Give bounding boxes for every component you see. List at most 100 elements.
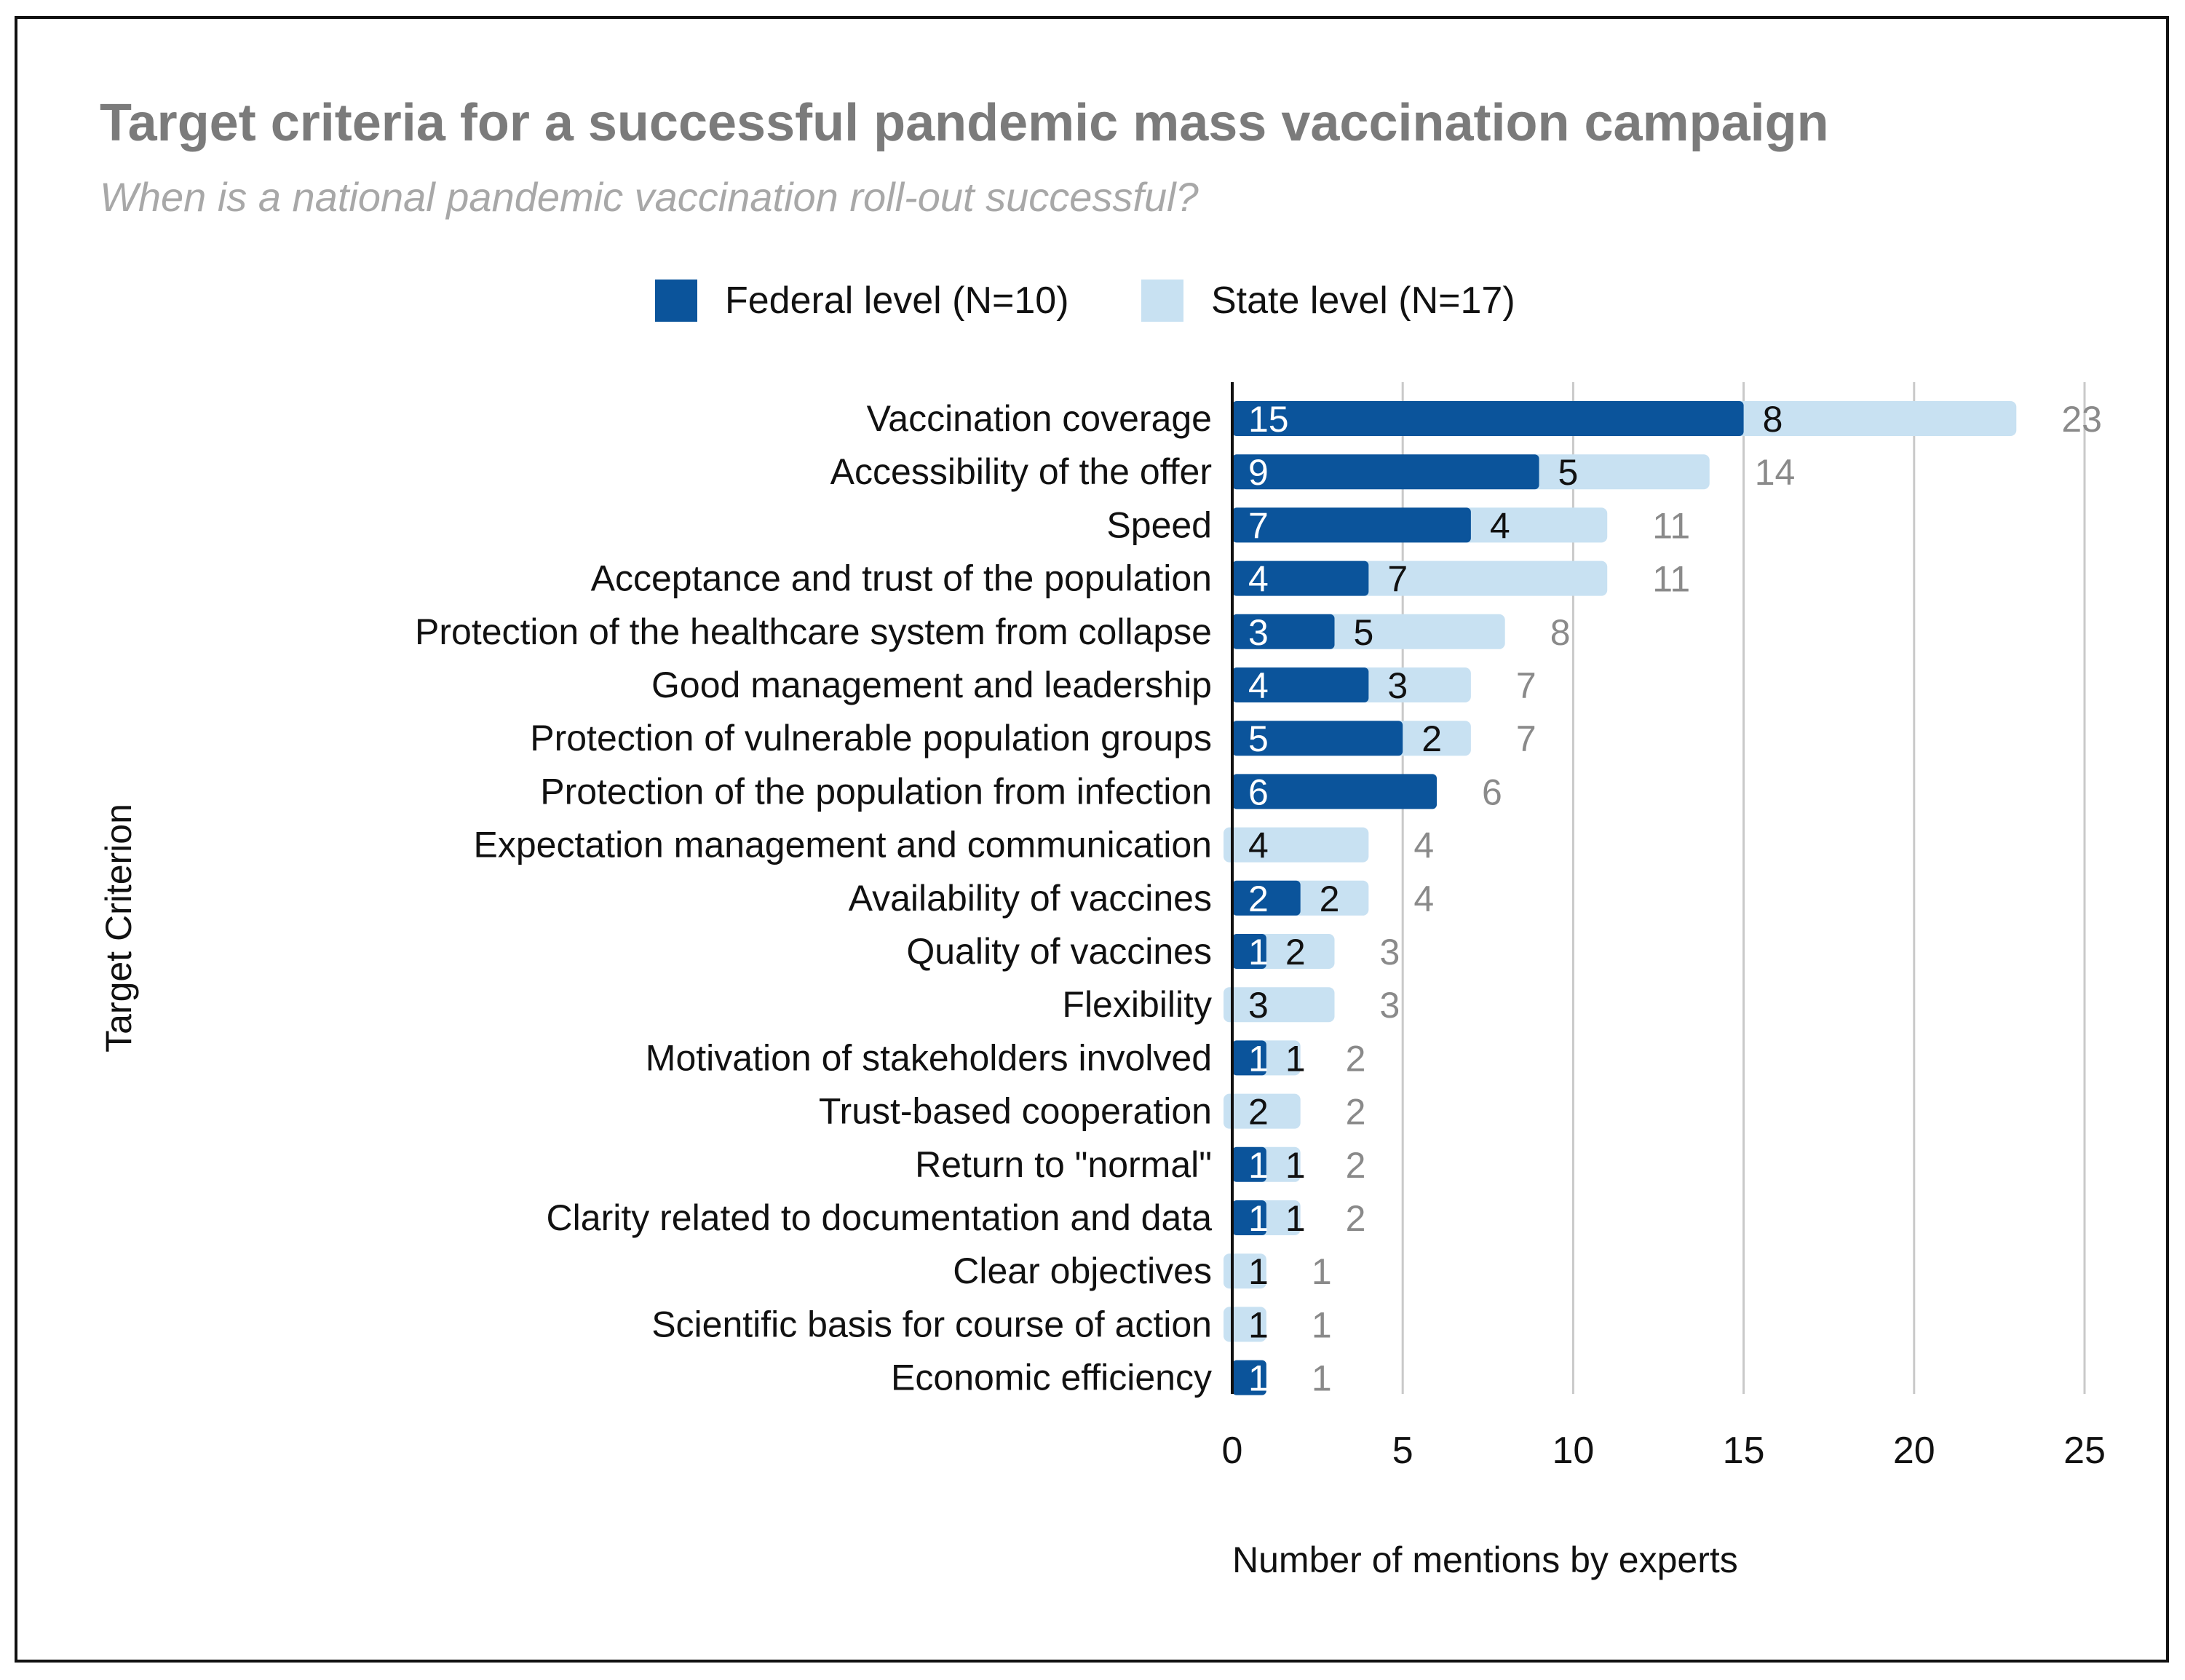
data-label-federal: 1 [1248, 1198, 1269, 1239]
category-label: Clarity related to documentation and dat… [547, 1197, 1213, 1238]
bar-state [1360, 560, 1608, 596]
bar-federal [1232, 1360, 1266, 1395]
total-label: 4 [1413, 825, 1434, 866]
category-label: Speed [1106, 504, 1212, 545]
x-tick-label: 0 [1222, 1430, 1243, 1472]
data-label-federal: 4 [1248, 559, 1269, 600]
data-label-state: 2 [1285, 932, 1306, 972]
chart-title: Target criteria for a successful pandemi… [100, 94, 1829, 152]
chart-frame [15, 16, 2169, 1663]
data-label-state: 2 [1421, 718, 1442, 759]
category-label: Clear objectives [953, 1251, 1212, 1291]
data-label-state: 5 [1558, 452, 1579, 493]
bar-state [1257, 1040, 1301, 1076]
bar-state [1360, 667, 1471, 702]
data-label-state: 7 [1387, 559, 1408, 600]
data-label-state: 3 [1248, 985, 1269, 1026]
data-label-state: 4 [1248, 825, 1269, 866]
category-label: Availability of vaccines [849, 878, 1212, 919]
category-label: Accessibility of the offer [830, 451, 1212, 492]
data-label-federal: 2 [1248, 879, 1269, 919]
bar-state [1224, 987, 1335, 1023]
legend-item-federal: Federal level (N=10) [655, 275, 1069, 326]
total-label: 1 [1312, 1251, 1332, 1292]
chart-subtitle: When is a national pandemic vaccination … [100, 174, 1199, 220]
total-label: 3 [1380, 985, 1400, 1026]
total-label: 8 [1550, 612, 1571, 653]
data-label-federal: 5 [1248, 718, 1269, 759]
bar-state [1530, 454, 1710, 490]
total-label: 4 [1413, 879, 1434, 919]
legend-label-state: State level (N=17) [1211, 280, 1515, 322]
category-label: Trust-based cooperation [819, 1091, 1212, 1132]
total-label: 2 [1346, 1145, 1366, 1186]
total-label: 2 [1346, 1092, 1366, 1133]
bar-state [1734, 401, 2017, 436]
legend-item-state: State level (N=17) [1141, 275, 1515, 326]
total-label: 7 [1516, 718, 1536, 759]
x-tick-label: 15 [1723, 1430, 1765, 1472]
y-axis-title: Target Criterion [98, 804, 139, 1053]
bar-federal [1232, 1200, 1266, 1235]
category-label: Return to "normal" [915, 1144, 1212, 1185]
bar-federal [1232, 614, 1335, 649]
category-label: Motivation of stakeholders involved [646, 1037, 1212, 1078]
bar-federal [1232, 934, 1266, 969]
category-label: Flexibility [1062, 984, 1212, 1025]
category-label: Acceptance and trust of the population [591, 558, 1212, 599]
bar-federal [1232, 667, 1369, 702]
x-tick-label: 5 [1392, 1430, 1413, 1472]
data-label-federal: 1 [1248, 1145, 1269, 1186]
data-label-state: 3 [1387, 665, 1408, 706]
bar-federal [1232, 560, 1369, 596]
data-label-state: 4 [1490, 505, 1510, 546]
total-label: 11 [1652, 505, 1690, 546]
legend-swatch-state [1141, 280, 1183, 322]
bar-federal [1232, 401, 1744, 436]
data-label-state: 1 [1285, 1038, 1306, 1079]
category-label: Protection of the healthcare system from… [415, 611, 1212, 652]
total-label: 7 [1516, 665, 1536, 706]
data-label-federal: 1 [1248, 932, 1269, 972]
bar-state [1257, 1200, 1301, 1235]
total-label: 1 [1312, 1304, 1332, 1345]
data-label-federal: 3 [1248, 612, 1269, 653]
bar-state [1394, 721, 1471, 756]
total-label: 11 [1652, 559, 1690, 600]
data-label-state: 1 [1285, 1198, 1306, 1239]
category-label: Economic efficiency [891, 1358, 1212, 1398]
data-label-federal: 7 [1248, 505, 1269, 546]
legend: Federal level (N=10) State level (N=17) [0, 275, 2185, 326]
bar-state [1325, 614, 1505, 649]
x-tick-label: 20 [1893, 1430, 1935, 1472]
category-label: Protection of vulnerable population grou… [530, 718, 1212, 758]
data-label-federal: 1 [1248, 1358, 1269, 1399]
category-label: Scientific basis for course of action [651, 1304, 1212, 1344]
bar-state [1257, 934, 1335, 969]
data-label-federal: 15 [1248, 399, 1289, 440]
total-label: 1 [1312, 1358, 1332, 1399]
data-label-state: 2 [1248, 1092, 1269, 1133]
total-label: 2 [1346, 1198, 1366, 1239]
legend-label-federal: Federal level (N=10) [725, 280, 1069, 322]
bar-federal [1232, 1040, 1266, 1076]
data-label-state: 8 [1763, 399, 1783, 440]
bar-federal [1232, 880, 1301, 916]
data-label-federal: 9 [1248, 452, 1269, 493]
bar-state [1224, 1093, 1301, 1129]
bar-federal [1232, 454, 1539, 490]
category-label: Quality of vaccines [906, 931, 1212, 972]
legend-swatch-federal [655, 280, 697, 322]
category-label: Expectation management and communication [474, 825, 1212, 865]
bar-state [1462, 507, 1608, 543]
bar-state [1257, 1146, 1301, 1182]
total-label: 2 [1346, 1038, 1366, 1079]
category-label: Vaccination coverage [867, 398, 1212, 439]
data-label-state: 1 [1285, 1145, 1306, 1186]
bar-federal [1232, 721, 1403, 756]
total-label: 23 [2061, 399, 2102, 440]
total-label: 6 [1482, 772, 1502, 812]
data-label-federal: 6 [1248, 772, 1269, 812]
data-label-state: 5 [1354, 612, 1374, 653]
